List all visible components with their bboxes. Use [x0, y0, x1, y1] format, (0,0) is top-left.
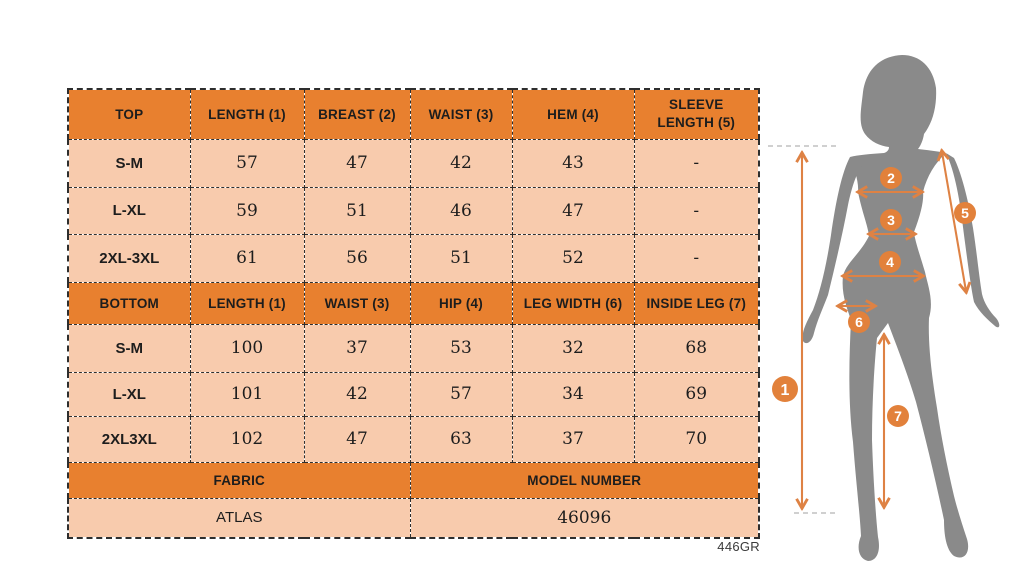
value-cell: 61	[189, 233, 305, 283]
col-leg-width-6: LEG WIDTH (6)	[511, 281, 635, 325]
model-number-label: MODEL NUMBER	[409, 461, 760, 499]
value-cell: -	[633, 138, 760, 188]
marker-1-label: 1	[781, 382, 790, 399]
marker-5-badge: 5	[954, 202, 976, 224]
value-cell: 100	[189, 323, 305, 373]
value-cell: -	[633, 233, 760, 283]
table-row: L-XL 59 51 46 47 -	[67, 186, 760, 235]
value-cell: 42	[303, 371, 411, 417]
value-cell: 70	[633, 415, 760, 463]
value-cell: 51	[409, 233, 513, 283]
value-cell: 68	[633, 323, 760, 373]
silhouette-body	[842, 55, 969, 561]
value-cell: 57	[189, 138, 305, 188]
silhouette-left-arm	[802, 157, 862, 344]
value-cell: 56	[303, 233, 411, 283]
marker-4-badge: 4	[879, 251, 901, 273]
marker-6-label: 6	[855, 314, 863, 330]
fabric-value-row: ATLAS 46096	[67, 497, 760, 539]
marker-badges: 1 2 3 4 5 6 7	[772, 167, 976, 427]
marker-3-label: 3	[887, 212, 895, 228]
fabric-value: ATLAS	[67, 497, 411, 539]
model-number-value: 46096	[409, 497, 760, 539]
value-cell: 34	[511, 371, 635, 417]
value-cell: 63	[409, 415, 513, 463]
value-cell: 46	[409, 186, 513, 235]
col-sleeve-length-5: SLEEVE LENGTH (5)	[633, 88, 760, 140]
value-cell: 32	[511, 323, 635, 373]
value-cell: 102	[189, 415, 305, 463]
value-cell: 57	[409, 371, 513, 417]
bottom-size-2xl3xl: 2XL3XL	[67, 415, 191, 463]
value-cell: 47	[303, 138, 411, 188]
marker-3-badge: 3	[880, 209, 902, 231]
measurement-arrows	[802, 152, 966, 507]
marker-2-badge: 2	[880, 167, 902, 189]
table-row: L-XL 101 42 57 34 69	[67, 371, 760, 417]
value-cell: 53	[409, 323, 513, 373]
table-row: 2XL-3XL 61 56 51 52 -	[67, 233, 760, 283]
value-cell: -	[633, 186, 760, 235]
fabric-label: FABRIC	[67, 461, 411, 499]
top-size-2xl3xl: 2XL-3XL	[67, 233, 191, 283]
table-row: S-M 100 37 53 32 68	[67, 323, 760, 373]
bottom-section-label: BOTTOM	[67, 281, 191, 325]
col-waist-3b: WAIST (3)	[303, 281, 411, 325]
marker-7-badge: 7	[887, 405, 909, 427]
fabric-header-row: FABRIC MODEL NUMBER	[67, 461, 760, 499]
value-cell: 37	[303, 323, 411, 373]
female-silhouette	[802, 55, 1000, 561]
marker-6-badge: 6	[848, 311, 870, 333]
marker-4-label: 4	[886, 254, 894, 270]
value-cell: 69	[633, 371, 760, 417]
sleeve-arrow-5	[942, 152, 966, 291]
marker-2-label: 2	[887, 170, 895, 186]
top-size-lxl: L-XL	[67, 186, 191, 235]
size-chart-table: TOP LENGTH (1) BREAST (2) WAIST (3) HEM …	[67, 88, 760, 539]
silhouette-right-arm	[946, 153, 1000, 328]
col-hem-4: HEM (4)	[511, 88, 635, 140]
table-row: S-M 57 47 42 43 -	[67, 138, 760, 188]
value-cell: 47	[511, 186, 635, 235]
value-cell: 52	[511, 233, 635, 283]
marker-1-badge: 1	[772, 376, 798, 402]
marker-5-label: 5	[961, 205, 969, 221]
col-length-1b: LENGTH (1)	[189, 281, 305, 325]
marker-7-label: 7	[894, 408, 902, 424]
bottom-size-lxl: L-XL	[67, 371, 191, 417]
top-size-sm: S-M	[67, 138, 191, 188]
col-waist-3: WAIST (3)	[409, 88, 513, 140]
top-header-row: TOP LENGTH (1) BREAST (2) WAIST (3) HEM …	[67, 88, 760, 140]
product-code: 446GR	[717, 539, 760, 554]
value-cell: 43	[511, 138, 635, 188]
col-sleeve-length-5-text: SLEEVE LENGTH (5)	[657, 97, 736, 131]
col-inside-leg-7: INSIDE LEG (7)	[633, 281, 760, 325]
